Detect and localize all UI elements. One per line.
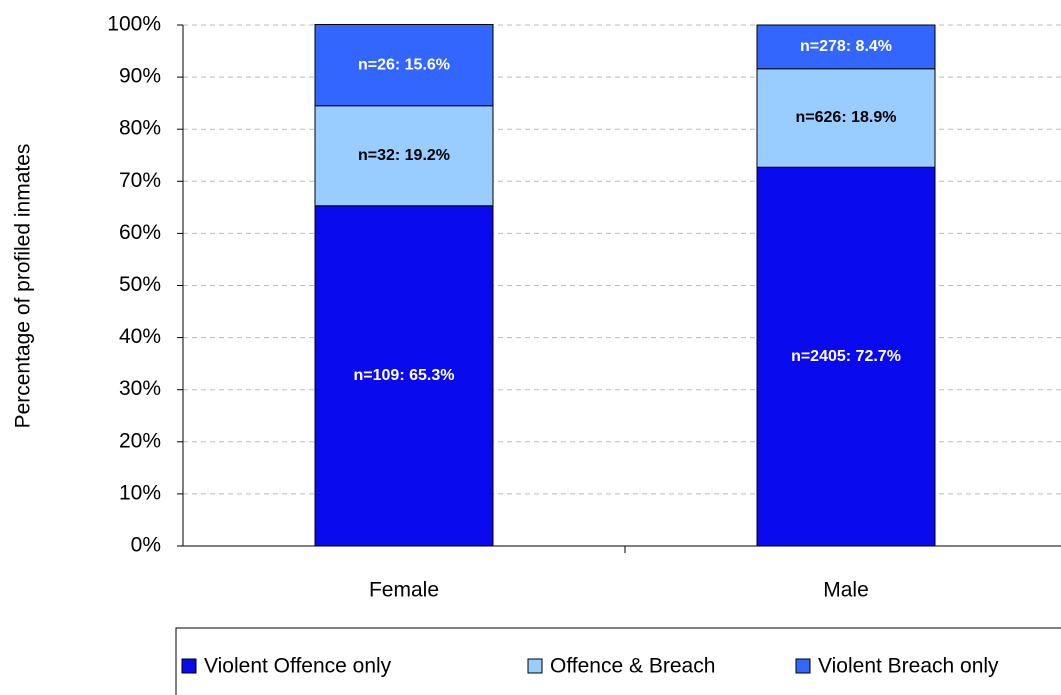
data-label: n=109: 65.3% [354, 367, 455, 384]
legend-label: Offence & Breach [550, 655, 715, 678]
legend-label: Violent Offence only [204, 655, 392, 678]
y-tick-label: 90% [119, 65, 161, 88]
legend-box [175, 627, 1061, 695]
y-tick-label: 10% [119, 481, 161, 504]
y-tick-label: 0% [131, 534, 161, 557]
legend-swatch [795, 658, 811, 674]
data-label: n=278: 8.4% [800, 38, 892, 55]
legend-swatch [181, 658, 197, 674]
y-tick-label: 30% [119, 377, 161, 400]
legend-swatch [527, 658, 543, 674]
y-tick-label: 80% [119, 117, 161, 140]
bar-segment [314, 23, 494, 107]
y-axis-label: Percentage of profiled inmates [12, 144, 35, 429]
bar-segment [756, 24, 936, 70]
legend-label: Violent Breach only [818, 655, 999, 678]
data-label: n=626: 18.9% [796, 109, 897, 126]
bar-segment [314, 205, 494, 547]
bar-segment [314, 105, 494, 207]
y-tick-label: 20% [119, 429, 161, 452]
data-label: n=32: 19.2% [358, 147, 450, 164]
x-tick-label: Female [369, 579, 439, 602]
data-label: n=26: 15.6% [358, 56, 450, 73]
y-tick-label: 40% [119, 325, 161, 348]
x-tick-label: Male [823, 579, 869, 602]
y-tick-label: 60% [119, 221, 161, 244]
y-tick-label: 100% [107, 13, 161, 36]
y-tick-label: 70% [119, 169, 161, 192]
data-label: n=2405: 72.7% [791, 348, 901, 365]
y-tick-label: 50% [119, 273, 161, 296]
bar-segment [756, 68, 936, 168]
bar-segment [756, 166, 936, 547]
